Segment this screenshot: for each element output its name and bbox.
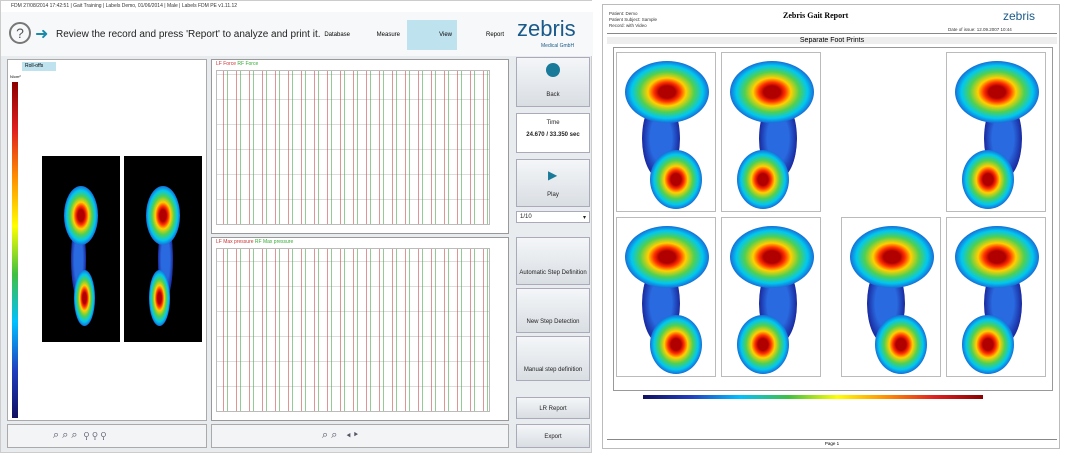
rolloff-tab[interactable]: Roll-offs: [22, 62, 56, 71]
footprint-cell: [616, 217, 716, 377]
export-button[interactable]: Export: [516, 424, 590, 448]
heel: [650, 315, 702, 374]
forefoot: [146, 186, 180, 245]
footprint: [730, 61, 814, 209]
heel: [149, 270, 170, 326]
footprint: [64, 186, 98, 326]
footprint-cell: [721, 52, 821, 212]
patient-info: Patient: Demo Patient Subject: Sample Re…: [609, 11, 657, 29]
help-icon[interactable]: ?: [9, 22, 31, 44]
tab-measure[interactable]: Measure: [357, 24, 403, 46]
footprint-cell: [946, 52, 1046, 212]
footprint: [955, 61, 1039, 209]
footprint: [625, 226, 709, 374]
force-chart: LF Force RF Force: [211, 59, 509, 234]
heel: [737, 150, 789, 209]
speed-select[interactable]: 1/10▾: [516, 211, 590, 223]
footprint: [146, 186, 180, 326]
forefoot: [955, 61, 1039, 123]
back-icon: [546, 63, 560, 77]
page: FDM 27/08/2014 17:42:51 | Gait Training …: [0, 0, 1065, 453]
time-value: 24.670 / 33.350 sec: [517, 132, 589, 138]
footprint: [730, 226, 814, 374]
pressure-traces: [216, 248, 490, 412]
heel: [962, 315, 1014, 374]
label: Export: [544, 434, 561, 440]
forefoot: [64, 186, 98, 245]
label: 1/10: [520, 214, 532, 220]
instruction: Review the record and press 'Report' to …: [56, 29, 321, 40]
tab-report[interactable]: Report: [461, 24, 507, 46]
time-box: Time 24.670 / 33.350 sec: [516, 113, 590, 153]
label: Manual step definition: [524, 367, 582, 373]
arrow-icon: ➜: [35, 24, 48, 44]
label: Automatic Step Definition: [519, 270, 586, 276]
manual-step-button[interactable]: Manual step definition: [516, 336, 590, 381]
forefoot: [850, 226, 934, 288]
forefoot: [625, 61, 709, 123]
report-button[interactable]: LR Report: [516, 397, 590, 419]
auto-step-button[interactable]: Automatic Step Definition: [516, 237, 590, 285]
footprint-cell: [841, 217, 941, 377]
report-color-scale: [643, 395, 983, 399]
footprint-cell: [946, 217, 1046, 377]
unit-label: N/cm²: [10, 74, 21, 79]
forefoot: [955, 226, 1039, 288]
rolloff-pane: Roll-offs N/cm²: [7, 59, 207, 421]
title-bar: FDM 27/08/2014 17:42:51 | Gait Training …: [1, 1, 593, 12]
legend-left: LF Force: [216, 61, 236, 67]
chart-legend: LF Force RF Force: [216, 61, 258, 67]
footprint-panel: [124, 156, 202, 342]
legend-right: RF Max pressure: [255, 239, 293, 245]
chart-legend: LF Max pressure RF Max pressure: [216, 239, 293, 245]
patient-line: Record: with Video: [609, 23, 657, 29]
legend-right: RF Force: [237, 61, 258, 67]
logo: zebris: [517, 16, 576, 42]
toolbar: ? ➜ Review the record and press 'Report'…: [1, 12, 593, 56]
play-button[interactable]: ▶Play: [516, 159, 590, 207]
label: LR Report: [539, 406, 566, 412]
heel: [74, 270, 95, 326]
heel: [737, 315, 789, 374]
tab-database[interactable]: Database: [307, 24, 353, 46]
footprint-cell: [721, 217, 821, 377]
forefoot: [625, 226, 709, 288]
label: Time: [517, 120, 589, 126]
report-logo: zebris: [1003, 9, 1035, 23]
header-rule: [607, 33, 1057, 34]
label: New Step Detection: [526, 319, 579, 325]
tab-view[interactable]: View: [407, 20, 457, 50]
logo-subtitle: Medical GmbH: [541, 43, 574, 49]
heel: [875, 315, 927, 374]
legend-left: LF Max pressure: [216, 239, 254, 245]
zoom-bar: ⌕ ⌕ ⌕ ⚲ ⚲ ⚲: [7, 424, 207, 448]
forefoot: [730, 61, 814, 123]
footprint: [850, 226, 934, 374]
new-step-button[interactable]: New Step Detection: [516, 288, 590, 333]
footprint: [955, 226, 1039, 374]
footprint: [625, 61, 709, 209]
footprint-panel: [42, 156, 120, 342]
app-window: FDM 27/08/2014 17:42:51 | Gait Training …: [0, 0, 592, 453]
force-traces: [216, 70, 490, 225]
footprint-cell: [616, 52, 716, 212]
playback-bar: ⌕ ⌕ ◂ ▸: [211, 424, 509, 448]
report-date: Date of issue: 12.09.2007 10:44: [948, 27, 1012, 32]
heel: [650, 150, 702, 209]
label: Back: [546, 92, 559, 98]
pressure-chart: LF Max pressure RF Max pressure: [211, 237, 509, 421]
color-scale: [12, 82, 18, 418]
page-number: Page 1: [607, 439, 1057, 446]
heel: [962, 150, 1014, 209]
label: Play: [547, 192, 559, 198]
report-title: Zebris Gait Report: [783, 11, 848, 20]
forefoot: [730, 226, 814, 288]
report-page: Patient: Demo Patient Subject: Sample Re…: [602, 4, 1060, 449]
section-title: Separate Foot Prints: [607, 37, 1057, 44]
